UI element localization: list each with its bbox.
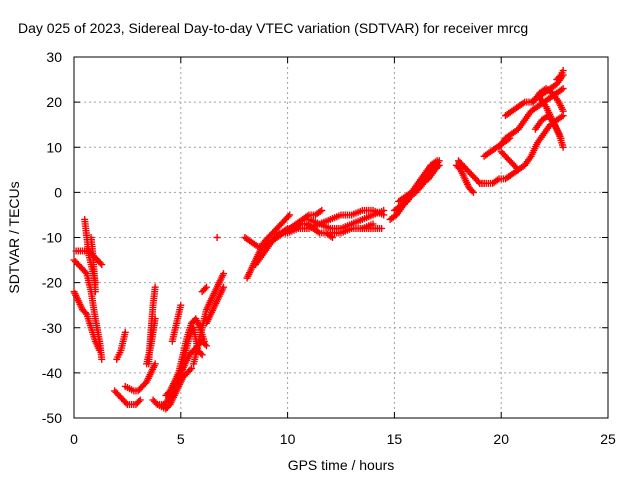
data-point (474, 178, 482, 186)
series-17 (198, 283, 210, 296)
data-point (469, 188, 477, 196)
series-14 (168, 301, 185, 345)
series-23 (305, 206, 388, 228)
data-point (213, 234, 221, 241)
data-point (98, 355, 106, 363)
data-point (286, 211, 294, 219)
y-tick-label: -20 (42, 275, 62, 291)
y-tick-labels: -50 -40 -30 -20 -10 0 10 20 30 (42, 49, 62, 426)
data-point (98, 261, 106, 269)
data-point (433, 157, 441, 165)
data-point (316, 208, 324, 216)
series-9 (145, 283, 159, 368)
data-point (519, 99, 527, 107)
data-point (558, 86, 566, 94)
y-axis-label: SDTVAR / TECUs (6, 181, 22, 293)
y-tick-label: 10 (46, 139, 62, 155)
x-tick-label: 10 (280, 431, 296, 447)
data-point (96, 346, 104, 354)
series-6 (113, 328, 129, 363)
data-point (151, 360, 159, 368)
y-tick-label: -10 (42, 230, 62, 246)
data-point (559, 107, 567, 115)
x-tick-label: 20 (493, 431, 509, 447)
series-36 (529, 85, 567, 115)
data-point (284, 212, 292, 220)
data-point (135, 397, 143, 405)
series-25 (358, 224, 386, 232)
data-point (202, 283, 210, 291)
y-tick-label: -30 (42, 320, 62, 336)
data-point (198, 351, 206, 359)
data-point (197, 349, 205, 357)
y-tick-label: 30 (46, 49, 62, 65)
data-point (177, 301, 185, 309)
series-34 (497, 148, 522, 174)
series-18 (213, 234, 221, 241)
data-point (314, 228, 322, 236)
series-16 (202, 283, 228, 327)
data-point (432, 158, 440, 166)
series-30 (452, 161, 477, 196)
data-point (514, 166, 522, 174)
y-tick-label: -40 (42, 365, 62, 381)
series-39 (553, 67, 567, 84)
data-point (81, 309, 89, 317)
data-point (380, 211, 388, 219)
series-7 (121, 360, 159, 395)
data-point (91, 288, 99, 296)
data-point (121, 328, 129, 336)
series-38 (536, 94, 567, 151)
x-axis-label: GPS time / hours (288, 457, 395, 473)
x-tick-labels: 0 5 10 15 20 25 (70, 431, 616, 447)
data-point (378, 224, 386, 232)
series-22 (273, 206, 388, 237)
series-5 (111, 387, 144, 408)
ticks (73, 56, 609, 419)
data-point (303, 212, 311, 220)
chart-title: Day 025 of 2023, Sidereal Day-to-day VTE… (18, 20, 528, 36)
data-point (220, 270, 228, 278)
x-tick-label: 15 (387, 431, 403, 447)
series-0 (70, 256, 106, 363)
series-4 (87, 234, 99, 296)
data-point (556, 73, 564, 81)
series-28 (395, 157, 441, 205)
x-tick-label: 25 (600, 431, 616, 447)
data-point (559, 67, 567, 75)
data-point (220, 283, 228, 291)
y-tick-label: 0 (54, 184, 62, 200)
series-15 (190, 270, 228, 368)
data-point (187, 364, 195, 372)
x-tick-label: 5 (177, 431, 185, 447)
data-point (96, 259, 104, 267)
data-points (70, 67, 567, 413)
data-point (493, 176, 501, 184)
data-point (558, 113, 566, 121)
data-point (201, 285, 209, 293)
data-point (513, 164, 521, 172)
data-point (122, 399, 130, 407)
data-point (559, 143, 567, 151)
y-tick-label: 20 (46, 94, 62, 110)
x-tick-label: 0 (70, 431, 78, 447)
data-point (151, 283, 159, 291)
series-1 (70, 288, 104, 354)
data-point (186, 366, 194, 374)
data-point (559, 85, 567, 93)
grid (74, 57, 608, 418)
data-point (81, 268, 89, 276)
y-tick-label: -50 (42, 410, 62, 426)
data-point (152, 399, 160, 407)
data-point (468, 187, 476, 195)
data-point (202, 342, 210, 350)
data-point (136, 396, 144, 404)
data-point (252, 241, 260, 249)
data-point (318, 206, 326, 214)
